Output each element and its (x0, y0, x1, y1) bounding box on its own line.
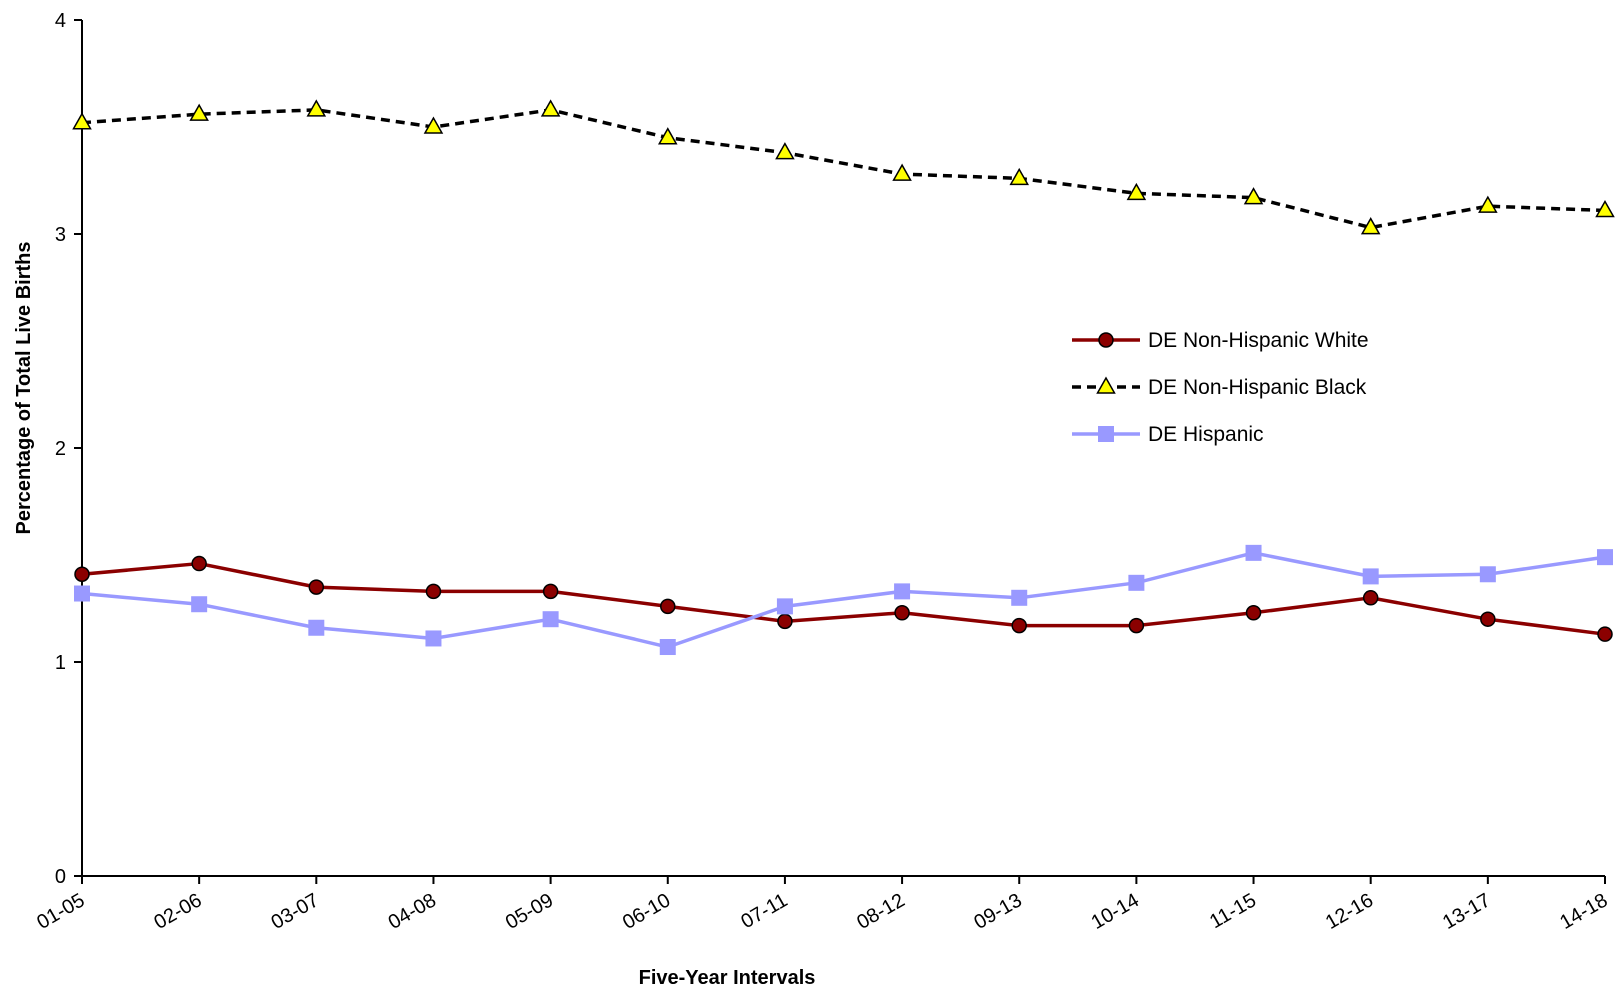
legend-item-de-non-hispanic-black: DE Non-Hispanic Black (1072, 376, 1367, 399)
data-point-de-non-hispanic-black (72, 112, 92, 130)
series-line-de-hispanic (81, 551, 1606, 649)
x-tick-label: 13-17 (1439, 889, 1494, 934)
legend-item-de-hispanic: DE Hispanic (1072, 423, 1264, 446)
data-point-de-non-hispanic-white (894, 605, 910, 621)
legend-marker (1098, 332, 1114, 348)
y-tick-label: 3 (55, 224, 66, 246)
series-de-non-hispanic-black (72, 99, 1615, 235)
x-axis-ticks: 01-05 02-06 03-07 04-08 05-09 06-10 07-11 08-12… (33, 876, 1612, 934)
x-tick-label: 05-09 (502, 889, 557, 934)
data-point-de-non-hispanic-black (892, 163, 912, 181)
data-point-de-non-hispanic-black (657, 127, 678, 145)
legend-marker (1098, 426, 1114, 442)
series-line-de-non-hispanic-white (81, 561, 1606, 636)
data-point-de-non-hispanic-white (777, 613, 793, 630)
x-tick-label: 12-16 (1322, 889, 1377, 934)
data-point-de-hispanic (1011, 589, 1028, 606)
data-point-de-non-hispanic-white (1597, 626, 1613, 642)
x-tick-label: 08-12 (853, 889, 908, 934)
x-tick-label: 01-05 (33, 889, 88, 934)
data-point-de-hispanic (191, 596, 208, 613)
data-point-de-non-hispanic-white (1011, 617, 1027, 634)
data-point-de-hispanic (74, 585, 90, 602)
x-tick-label: 09-13 (970, 889, 1025, 934)
data-point-de-hispanic (1128, 574, 1145, 591)
x-tick-label: 10-14 (1088, 889, 1143, 934)
data-point-de-non-hispanic-white (660, 598, 676, 615)
x-tick-label: 07-11 (737, 889, 791, 933)
x-tick-label: 14-18 (1556, 889, 1611, 934)
data-point-de-non-hispanic-white (74, 566, 90, 583)
x-tick-label: 06-10 (619, 889, 674, 934)
y-tick-label: 4 (55, 10, 66, 32)
legend-label: DE Non-Hispanic White (1148, 329, 1369, 352)
data-point-de-hispanic (542, 611, 559, 628)
data-point-de-non-hispanic-white (425, 583, 442, 600)
data-point-de-hispanic (659, 639, 676, 656)
data-point-de-non-hispanic-black (423, 116, 444, 134)
data-point-de-non-hispanic-white (191, 555, 207, 572)
data-point-de-hispanic (425, 630, 442, 647)
data-point-de-non-hispanic-white (1362, 590, 1379, 606)
legend-marker (1096, 376, 1116, 394)
legend: DE Non-Hispanic White DE Non-Hispanic Bla… (1072, 329, 1369, 446)
data-point-de-hispanic (1245, 544, 1262, 561)
y-tick-label: 2 (55, 438, 66, 460)
y-axis-title: Percentage of Total Live Births (13, 241, 35, 534)
data-point-de-non-hispanic-black (1360, 217, 1381, 235)
data-point-de-hispanic (894, 583, 911, 600)
data-point-de-hispanic (1597, 549, 1613, 566)
data-point-de-non-hispanic-black (1595, 199, 1615, 218)
data-point-de-hispanic (1362, 568, 1379, 585)
y-tick-label: 1 (55, 652, 66, 674)
data-point-de-hispanic (776, 598, 793, 615)
data-point-de-hispanic (1479, 566, 1496, 583)
legend-item-de-non-hispanic-white: DE Non-Hispanic White (1072, 329, 1369, 352)
data-point-de-non-hispanic-black (1126, 182, 1147, 201)
data-point-de-non-hispanic-white (308, 579, 325, 595)
legend-label: DE Non-Hispanic Black (1148, 376, 1367, 399)
data-point-de-non-hispanic-black (540, 99, 561, 117)
series-de-hispanic (74, 544, 1613, 656)
data-point-de-non-hispanic-white (1128, 617, 1145, 634)
data-point-de-non-hispanic-black (1243, 187, 1264, 205)
data-point-de-non-hispanic-black (1478, 195, 1498, 213)
data-point-de-non-hispanic-black (775, 142, 795, 160)
series-layer (72, 99, 1615, 656)
data-point-de-non-hispanic-black (189, 103, 209, 121)
x-tick-label: 02-06 (150, 889, 205, 934)
data-point-de-non-hispanic-white (1480, 611, 1496, 627)
data-point-de-non-hispanic-white (1245, 605, 1262, 621)
data-point-de-hispanic (308, 619, 325, 636)
x-tick-label: 11-15 (1206, 889, 1260, 933)
y-axis-ticks: 0 1 2 3 4 (55, 10, 82, 888)
x-tick-label: 03-07 (268, 889, 323, 934)
data-point-de-non-hispanic-white (542, 583, 559, 600)
data-point-de-non-hispanic-black (306, 99, 327, 117)
x-tick-label: 04-08 (385, 889, 440, 934)
data-point-de-non-hispanic-black (1009, 167, 1030, 186)
series-de-non-hispanic-white (74, 555, 1613, 642)
x-axis-title: Five-Year Intervals (639, 967, 816, 989)
y-tick-label: 0 (55, 866, 66, 888)
legend-label: DE Hispanic (1148, 423, 1264, 446)
series-line-de-non-hispanic-black (81, 108, 1606, 230)
